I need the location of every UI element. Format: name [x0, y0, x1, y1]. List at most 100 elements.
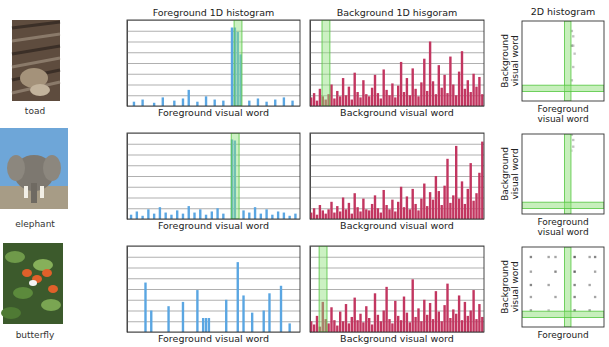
bar [435, 176, 437, 219]
x-axis-title: Foreground [537, 330, 588, 340]
bar [136, 211, 138, 219]
grid-line [310, 52, 484, 53]
cell [588, 256, 590, 258]
bar [461, 181, 463, 219]
bar [242, 295, 244, 332]
histogram [310, 133, 484, 220]
bar [441, 205, 443, 219]
bar [388, 209, 390, 219]
grid-line [310, 187, 484, 188]
grid-line [310, 289, 484, 290]
bar [409, 95, 411, 106]
tick [127, 144, 300, 145]
bar [394, 97, 396, 106]
bar [420, 199, 422, 219]
bar [288, 216, 290, 219]
bar [193, 213, 195, 219]
bar [354, 193, 356, 219]
bar [313, 324, 315, 332]
bar [374, 75, 376, 106]
x-axis-title: Foregroundvisual word [537, 217, 588, 237]
bar [251, 313, 253, 332]
bar [348, 323, 350, 332]
cell [572, 146, 574, 148]
bar [182, 98, 184, 106]
bar [380, 321, 382, 332]
tick [310, 165, 484, 166]
plot-frame [310, 246, 484, 332]
figure: toadelephantbutterflyForeground 1D histo… [0, 0, 609, 347]
bar [452, 309, 454, 332]
tick [127, 187, 300, 188]
grid-line [310, 165, 484, 166]
bar [196, 102, 198, 106]
photo-leaf [5, 251, 25, 263]
bar [461, 51, 463, 106]
tick [127, 176, 300, 177]
cell [572, 35, 574, 37]
bar [188, 206, 190, 219]
cell [572, 139, 574, 141]
histogram [310, 246, 484, 333]
plot-frame [310, 20, 484, 106]
bar [354, 298, 356, 332]
bar [339, 211, 341, 219]
cell [547, 284, 549, 286]
grid-line [127, 85, 300, 86]
bar [362, 80, 364, 106]
column-title: Background 1D hisgoram [337, 7, 458, 18]
bar [336, 206, 338, 219]
bar [330, 85, 332, 107]
cell [530, 296, 532, 298]
bar [205, 215, 207, 219]
tick [310, 176, 484, 177]
bar [170, 215, 172, 219]
bar [141, 216, 143, 219]
tick [310, 31, 484, 32]
highlight-row [522, 202, 604, 208]
bar [153, 214, 155, 219]
bar [336, 326, 338, 332]
bar [294, 214, 296, 219]
bar [351, 317, 353, 332]
tick [127, 165, 300, 166]
plot-frame [310, 133, 484, 219]
bar [391, 323, 393, 332]
plot-background [522, 134, 604, 214]
cell [530, 284, 532, 286]
tick [127, 198, 300, 199]
bar [322, 210, 324, 219]
grid [127, 134, 300, 220]
cell [588, 284, 590, 286]
bar [265, 209, 267, 219]
bar [446, 284, 448, 332]
bar [377, 208, 379, 219]
grid-line [127, 278, 300, 279]
bar [449, 203, 451, 219]
tick [310, 289, 484, 290]
canvas: toadelephantbutterflyForeground 1D histo… [0, 0, 609, 347]
bar [383, 311, 385, 333]
bar [362, 199, 364, 219]
bar [248, 213, 250, 219]
photo-subject [24, 186, 28, 198]
tick [127, 63, 300, 64]
cell [554, 271, 556, 273]
plot-frame [127, 133, 300, 219]
bar [464, 302, 466, 332]
photo-subject [43, 155, 61, 181]
grid-line [127, 300, 300, 301]
tick [127, 95, 300, 96]
bar [371, 324, 373, 332]
bar [319, 89, 321, 106]
cell [573, 284, 575, 286]
bar [380, 98, 382, 106]
bar [472, 290, 474, 332]
highlight [319, 246, 327, 332]
cell [594, 256, 596, 258]
tick [310, 278, 484, 279]
bar [327, 209, 329, 219]
tick [127, 42, 300, 43]
tick [310, 52, 484, 53]
bar [214, 100, 216, 106]
